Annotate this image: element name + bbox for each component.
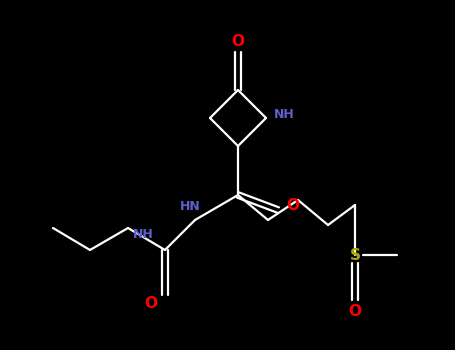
Text: O: O	[349, 304, 362, 320]
Text: NH: NH	[132, 229, 153, 241]
Text: O: O	[232, 35, 244, 49]
Text: O: O	[287, 197, 299, 212]
Text: S: S	[349, 247, 360, 262]
Text: O: O	[145, 295, 157, 310]
Text: HN: HN	[180, 201, 200, 214]
Text: NH: NH	[273, 108, 294, 121]
